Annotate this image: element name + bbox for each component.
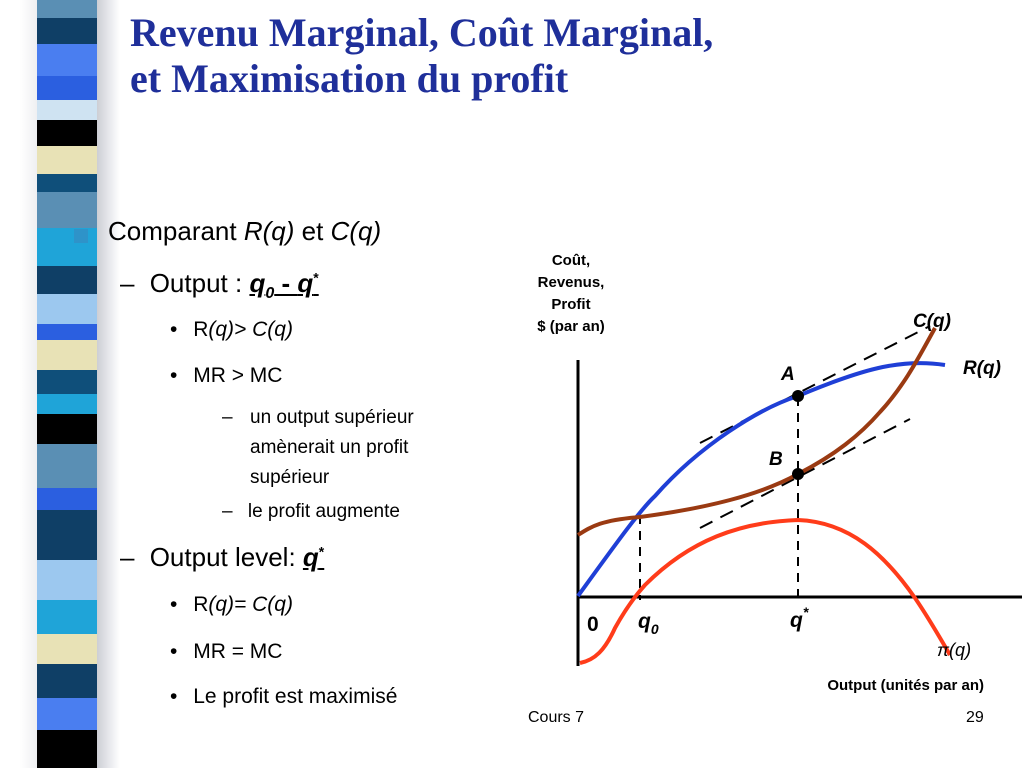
strip-block <box>37 560 97 600</box>
bullet-text: le profit augmente <box>247 501 400 522</box>
dot-marker: • <box>170 640 178 663</box>
sub-bullet-line-1: un output supérieur <box>250 407 414 428</box>
cost-curve-label: C(q) <box>913 311 951 332</box>
strip-block <box>37 0 97 18</box>
origin-label: 0 <box>587 613 599 636</box>
bullet-text: Output level: <box>149 542 303 572</box>
bullet-text: Output : <box>149 268 250 298</box>
sub-bullet-line-3: supérieur <box>250 467 330 488</box>
cq-term: C(q) <box>330 216 382 246</box>
cost-curve <box>576 327 937 537</box>
r-letter: R <box>193 593 209 616</box>
strip-block <box>37 340 97 370</box>
strip-block <box>37 18 97 44</box>
strip-block <box>37 370 97 394</box>
equality-text: (q)= C(q) <box>208 593 293 616</box>
strip-block <box>37 600 97 634</box>
dot-marker: • <box>170 364 178 387</box>
slide-title: Revenu Marginal, Coût Marginal, et Maxim… <box>130 10 1010 102</box>
dash-marker: – <box>120 268 135 298</box>
strip-block <box>37 634 97 664</box>
qstar-symbol: q <box>302 542 319 572</box>
x-axis-label: Output (unités par an) <box>827 677 984 694</box>
strip-block <box>37 730 97 768</box>
qstar-symbol: q <box>297 268 314 298</box>
strip-block <box>37 394 97 414</box>
dot-marker: • <box>170 318 178 341</box>
strip-block <box>37 192 97 228</box>
y-axis-label-line-3: Profit <box>551 296 590 313</box>
r-letter: R <box>193 318 209 341</box>
strip-block <box>37 76 97 100</box>
profit-curve-label: π(q) <box>937 640 971 660</box>
conjunction: et <box>294 216 331 246</box>
strip-block <box>37 146 97 174</box>
revenue-curve <box>576 361 946 598</box>
bullet-r-equal-c: • R(q)= C(q) <box>170 593 293 617</box>
bullet-text: MR = MC <box>193 640 283 663</box>
point-a-label: A <box>780 364 795 385</box>
bullet-profit-increases: – le profit augmente <box>222 501 400 523</box>
dash-marker: – <box>222 501 233 522</box>
bullet-output-level: – Output level: q* <box>120 542 324 573</box>
strip-block <box>37 100 97 120</box>
footer-page-number: 29 <box>966 709 984 726</box>
title-line-1: Revenu Marginal, Coût Marginal, <box>130 10 714 55</box>
point-a-marker <box>792 390 804 402</box>
sub-bullet-line-2: amènerait un profit <box>250 437 409 458</box>
qstar-tick-label: q* <box>790 604 809 632</box>
strip-block <box>37 444 97 488</box>
strip-block <box>37 510 97 560</box>
qstar-superscript: * <box>318 543 325 560</box>
profit-curve <box>579 517 952 665</box>
y-axis-label-line-1: Coût, <box>552 252 590 269</box>
strip-block <box>37 698 97 730</box>
bullet-text: Comparant <box>108 216 244 246</box>
bullet-text: Le profit est maximisé <box>193 685 398 708</box>
revenue-curve-label: R(q) <box>963 358 1001 379</box>
bullet-square-icon <box>74 229 88 243</box>
qstar-superscript: * <box>313 269 319 286</box>
bullet-mr-greater-mc: • MR > MC <box>170 364 282 388</box>
bullet-list: Comparant R(q) et C(q) – Output : q0 - q… <box>74 216 414 709</box>
bullet-higher-output: – un output supérieur amènerait un profi… <box>222 403 414 493</box>
footer-course: Cours 7 <box>528 709 585 726</box>
bullet-text: MR > MC <box>193 364 283 387</box>
y-axis-label-line-2: Revenus, <box>538 274 605 291</box>
point-b-label: B <box>769 449 783 470</box>
strip-block <box>37 174 97 192</box>
q0-tick-label: q0 <box>638 610 659 637</box>
y-axis-label-line-4: $ (par an) <box>537 318 605 335</box>
strip-block <box>37 294 97 324</box>
dash-marker: – <box>120 542 135 572</box>
strip-block <box>37 44 97 76</box>
strip-block <box>37 266 97 294</box>
point-b-marker <box>792 468 804 480</box>
bullet-profit-maximized: • Le profit est maximisé <box>170 685 397 709</box>
bullet-output-range: – Output : q0 - q* <box>120 268 319 303</box>
q0-symbol: q <box>249 268 266 298</box>
strip-block <box>37 324 97 340</box>
dash-marker: – <box>222 407 233 428</box>
q0-subscript: 0 <box>265 285 275 303</box>
bullet-r-greater-c: • R(q)> C(q) <box>170 318 293 342</box>
strip-block <box>37 488 97 510</box>
cost-tangent-line <box>699 418 911 529</box>
minus-sign: - <box>274 268 298 298</box>
strip-block <box>37 120 97 146</box>
bullet-comparing: Comparant R(q) et C(q) <box>108 216 381 247</box>
bullet-mr-equal-mc: • MR = MC <box>170 640 282 664</box>
title-line-2: et Maximisation du profit <box>130 56 569 101</box>
revenue-tangent-line <box>699 325 931 444</box>
decorative-left-strip <box>0 0 120 768</box>
dot-marker: • <box>170 593 178 616</box>
rq-term: R(q) <box>243 216 295 246</box>
strip-block <box>37 414 97 444</box>
inequality-text: (q)> C(q) <box>208 318 293 341</box>
strip-block <box>37 664 97 698</box>
dot-marker: • <box>170 685 178 708</box>
